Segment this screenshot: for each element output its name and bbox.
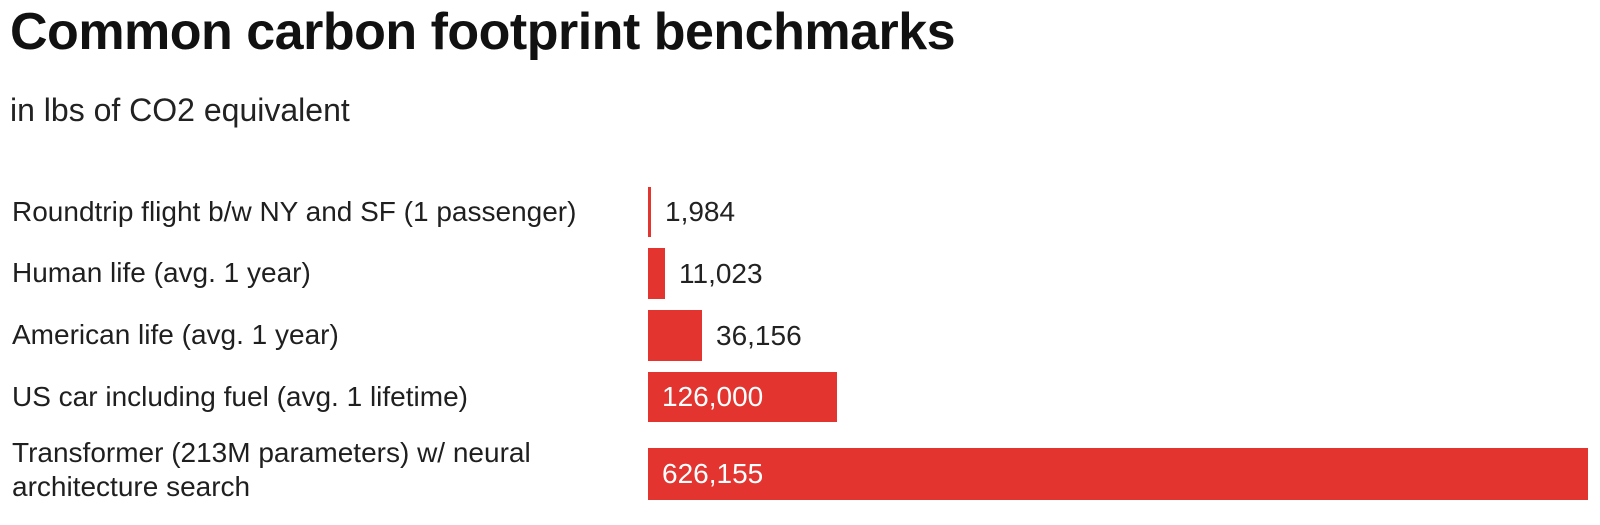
category-label: Transformer (213M parameters) w/ neural … xyxy=(12,437,531,502)
category-label: US car including fuel (avg. 1 lifetime) xyxy=(12,381,468,412)
chart-subtitle: in lbs of CO2 equivalent xyxy=(10,92,350,128)
bar xyxy=(648,248,665,299)
value-label: 11,023 xyxy=(679,258,763,289)
bar xyxy=(648,448,1588,500)
value-label: 36,156 xyxy=(716,320,802,351)
value-label: 626,155 xyxy=(662,458,764,489)
category-label: American life (avg. 1 year) xyxy=(12,319,339,350)
bar xyxy=(648,372,837,422)
value-label: 126,000 xyxy=(662,381,764,412)
bar xyxy=(648,310,702,361)
value-label: 1,984 xyxy=(665,196,736,227)
category-label: Human life (avg. 1 year) xyxy=(12,257,311,288)
bar xyxy=(648,187,651,237)
category-label: Roundtrip flight b/w NY and SF (1 passen… xyxy=(12,196,577,227)
chart-title: Common carbon footprint benchmarks xyxy=(10,3,956,61)
